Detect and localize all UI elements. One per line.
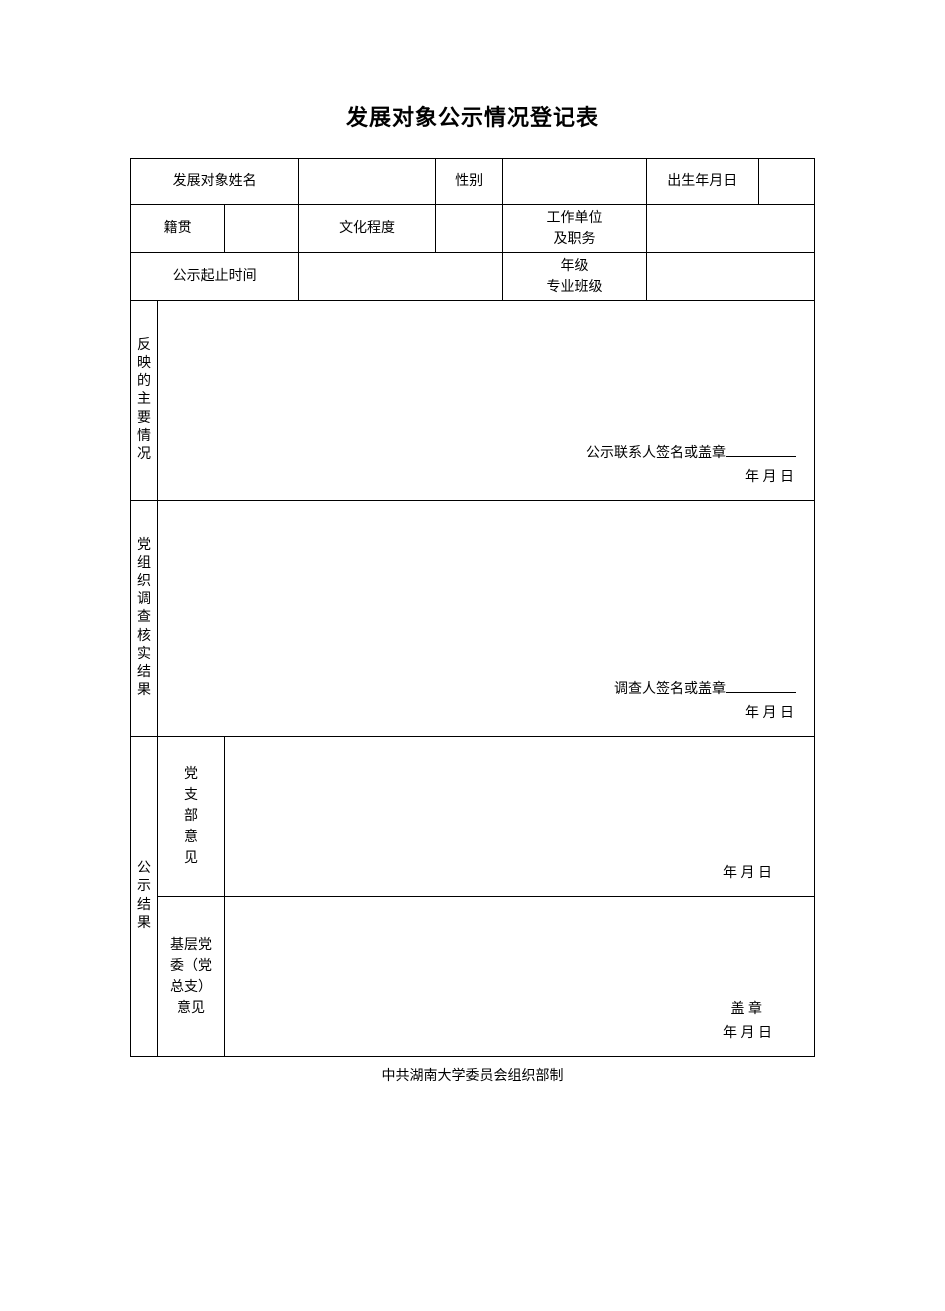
situation-label: 反映的主要情况 (131, 301, 158, 501)
branch-opinion-label: 党支部意见 (157, 737, 224, 897)
result-label: 公示结果 (131, 737, 158, 1057)
form-footer: 中共湖南大学委员会组织部制 (130, 1065, 815, 1085)
birth-value[interactable] (758, 159, 814, 205)
class-label: 年级 专业班级 (503, 253, 647, 301)
situation-signature-block: 公示联系人签名或盖章 年 月 日 (586, 442, 796, 490)
work-value[interactable] (646, 205, 814, 253)
investigation-signature-block: 调查人签名或盖章 年 月 日 (614, 678, 796, 726)
work-label: 工作单位 及职务 (503, 205, 647, 253)
situation-content[interactable]: 公示联系人签名或盖章 年 月 日 (157, 301, 814, 501)
gender-value[interactable] (503, 159, 647, 205)
branch-opinion-date-block: 年 月 日 (723, 862, 774, 886)
name-label: 发展对象姓名 (131, 159, 299, 205)
gender-label: 性别 (435, 159, 502, 205)
investigation-label: 党组织调查核实结果 (131, 501, 158, 737)
native-value[interactable] (225, 205, 299, 253)
committee-opinion-label: 基层党委（党总支）意见 (157, 897, 224, 1057)
branch-opinion-content[interactable]: 年 月 日 (225, 737, 815, 897)
committee-opinion-content[interactable]: 盖 章 年 月 日 (225, 897, 815, 1057)
form-title: 发展对象公示情况登记表 (130, 100, 815, 132)
registration-form: 发展对象姓名 性别 出生年月日 籍贯 文化程度 工作单位 及职务 公示起止时间 … (130, 158, 815, 1057)
period-value[interactable] (299, 253, 503, 301)
name-value[interactable] (299, 159, 436, 205)
birth-label: 出生年月日 (646, 159, 758, 205)
native-label: 籍贯 (131, 205, 225, 253)
class-value[interactable] (646, 253, 814, 301)
committee-opinion-signature-block: 盖 章 年 月 日 (723, 998, 774, 1046)
edu-label: 文化程度 (299, 205, 436, 253)
period-label: 公示起止时间 (131, 253, 299, 301)
investigation-content[interactable]: 调查人签名或盖章 年 月 日 (157, 501, 814, 737)
edu-value[interactable] (435, 205, 502, 253)
